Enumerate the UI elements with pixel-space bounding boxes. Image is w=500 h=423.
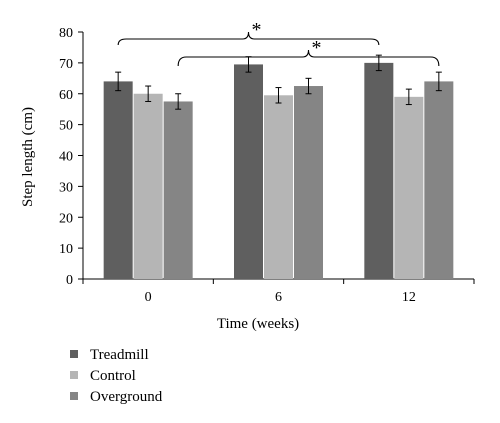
y-tick-label: 80 — [59, 26, 73, 41]
legend: Treadmill Control Overground — [70, 347, 163, 405]
error-bar — [375, 54, 382, 72]
x-tick-label: 0 — [145, 290, 152, 305]
legend-label-overground: Overground — [90, 389, 163, 405]
error-bar — [435, 71, 442, 92]
legend-swatch-overground — [70, 392, 78, 400]
error-bar — [115, 71, 122, 92]
significance-marker: * — [252, 19, 262, 41]
bar-overground — [424, 81, 454, 280]
bar-overground — [163, 101, 193, 279]
x-axis: 0 6 12 — [82, 278, 475, 305]
y-tick-label: 20 — [59, 211, 73, 226]
y-tick-label: 70 — [59, 57, 73, 72]
y-axis-title: Step length (cm) — [20, 107, 36, 207]
significance-brackets: ** — [117, 19, 440, 67]
significance-bracket — [177, 49, 440, 67]
legend-label-treadmill: Treadmill — [90, 347, 149, 363]
y-tick-label: 30 — [59, 180, 73, 195]
bar-control — [394, 96, 424, 280]
y-tick-label: 50 — [59, 119, 73, 134]
error-bar — [175, 93, 182, 110]
significance-bracket — [117, 31, 380, 46]
x-tick-label: 12 — [402, 290, 416, 305]
error-bar — [405, 88, 412, 106]
bar-overground — [294, 86, 323, 279]
y-axis: 0 10 20 30 40 50 60 70 80 — [59, 26, 84, 288]
y-tick-label: 60 — [59, 88, 73, 103]
y-tick-label: 0 — [66, 273, 73, 288]
x-axis-title: Time (weeks) — [217, 316, 299, 332]
legend-swatch-control — [70, 371, 78, 379]
x-tick-label: 6 — [275, 290, 282, 305]
bar-treadmill — [234, 64, 263, 279]
error-bar — [305, 77, 312, 95]
legend-label-control: Control — [90, 368, 136, 384]
bar-treadmill — [364, 62, 394, 279]
bar-control — [264, 95, 293, 279]
error-bar — [275, 87, 282, 104]
y-tick-label: 40 — [59, 150, 73, 165]
bar-treadmill — [103, 81, 133, 280]
y-tick-label: 10 — [59, 242, 73, 257]
legend-swatch-treadmill — [70, 350, 78, 358]
bars — [103, 62, 454, 280]
error-bar — [145, 85, 152, 102]
bar-control — [133, 93, 163, 279]
significance-marker: * — [312, 37, 322, 59]
